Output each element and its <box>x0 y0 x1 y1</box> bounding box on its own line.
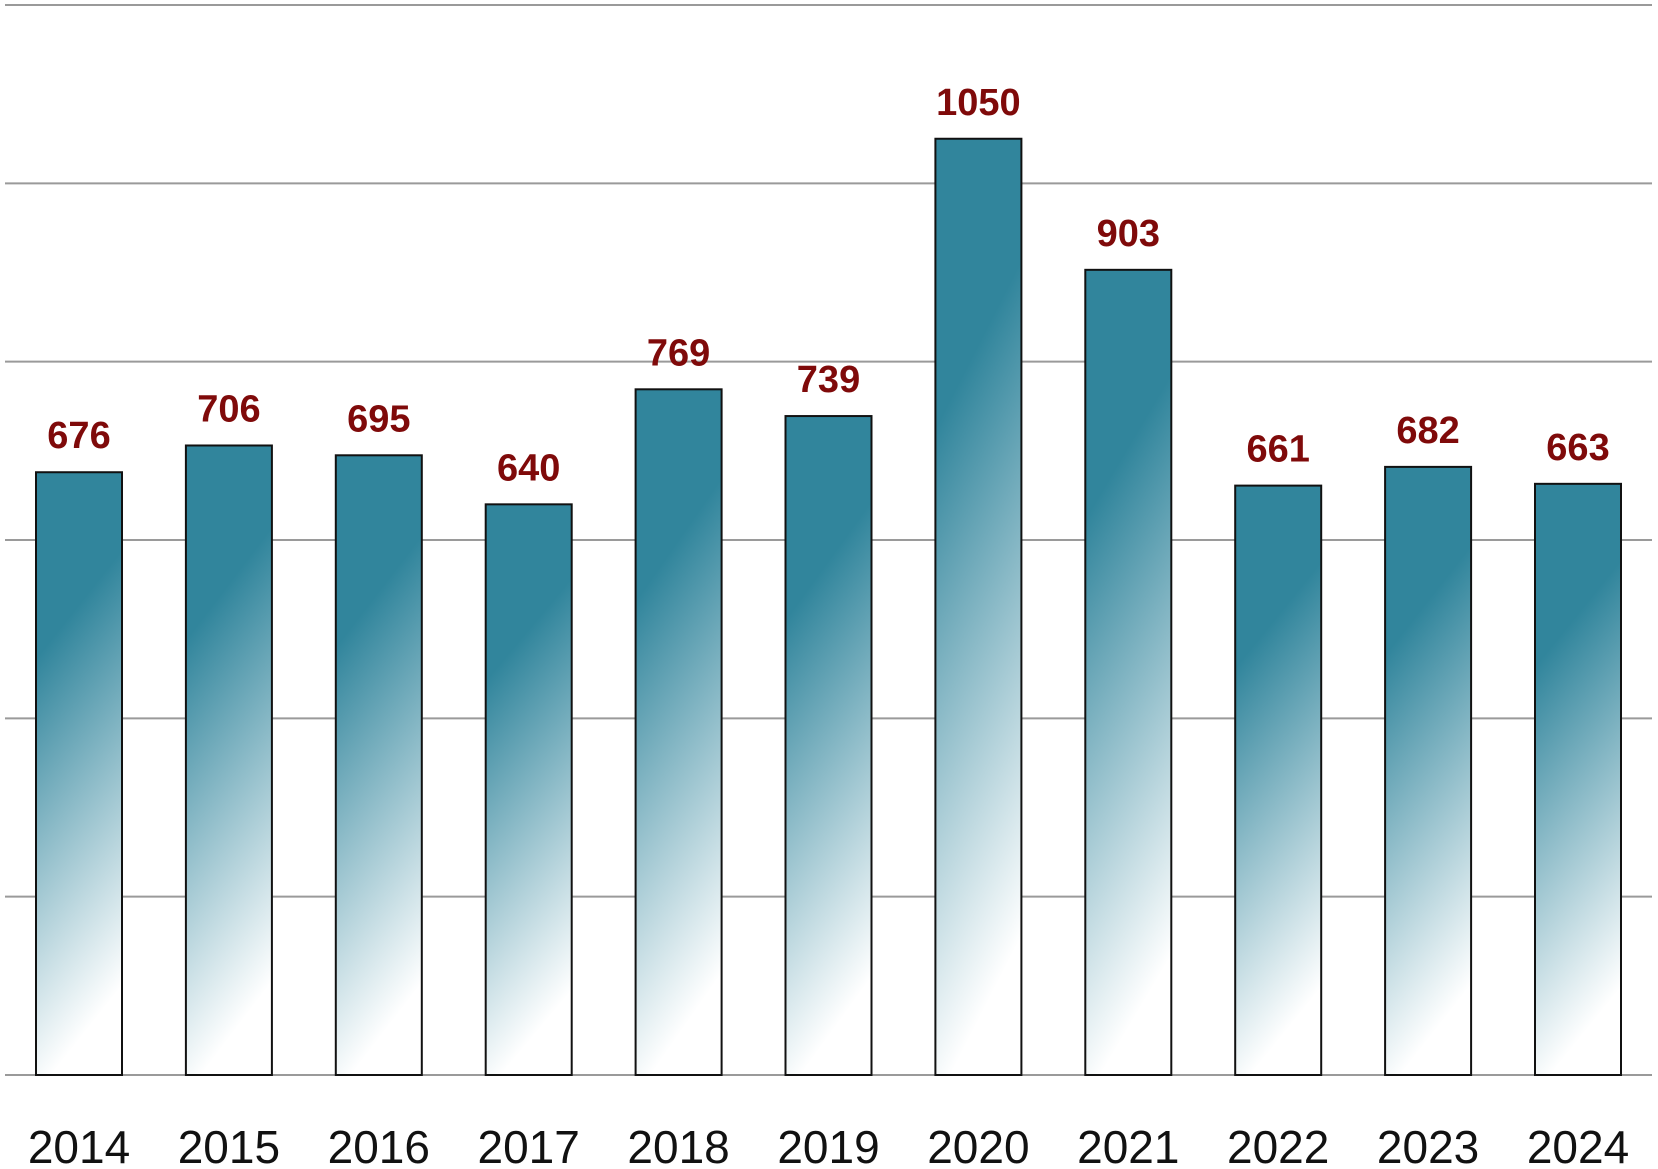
bar-2023 <box>1384 465 1473 1076</box>
bar-2020 <box>934 137 1023 1076</box>
value-label-2018: 769 <box>647 332 710 374</box>
bar-2017 <box>484 503 573 1077</box>
x-axis-tick-labels: 2014 2015 2016 2017 2018 2019 2020 2021 2022 2023… <box>28 1121 1629 1169</box>
value-labels: 676 706 695 640 769 739 1050 903 661 682 663 <box>47 82 1609 490</box>
tick-label-2021: 2021 <box>1077 1121 1179 1169</box>
tick-label-2020: 2020 <box>927 1121 1029 1169</box>
tick-label-2017: 2017 <box>478 1121 580 1169</box>
bar-2022 <box>1234 484 1323 1076</box>
value-label-2017: 640 <box>497 447 560 489</box>
value-label-2022: 661 <box>1246 429 1309 471</box>
bar-2019 <box>784 415 873 1076</box>
bars <box>35 137 1622 1077</box>
value-label-2021: 903 <box>1097 213 1160 255</box>
tick-label-2023: 2023 <box>1377 1121 1479 1169</box>
value-label-2015: 706 <box>197 388 260 430</box>
tick-label-2024: 2024 <box>1527 1121 1629 1169</box>
tick-label-2019: 2019 <box>777 1121 879 1169</box>
bar-2016 <box>334 454 423 1076</box>
tick-label-2015: 2015 <box>178 1121 280 1169</box>
tick-label-2016: 2016 <box>328 1121 430 1169</box>
value-label-2023: 682 <box>1396 410 1459 452</box>
tick-label-2014: 2014 <box>28 1121 130 1169</box>
bar-2018 <box>634 388 723 1076</box>
bar-2021 <box>1084 268 1173 1076</box>
bar-2015 <box>184 444 273 1076</box>
value-label-2014: 676 <box>47 415 110 457</box>
value-label-2020: 1050 <box>936 82 1021 124</box>
tick-label-2018: 2018 <box>627 1121 729 1169</box>
value-label-2016: 695 <box>347 398 410 440</box>
bar-2014 <box>35 471 123 1076</box>
value-label-2024: 663 <box>1546 427 1609 469</box>
value-label-2019: 739 <box>797 359 860 401</box>
tick-label-2022: 2022 <box>1227 1121 1329 1169</box>
bar-2024 <box>1534 482 1622 1076</box>
